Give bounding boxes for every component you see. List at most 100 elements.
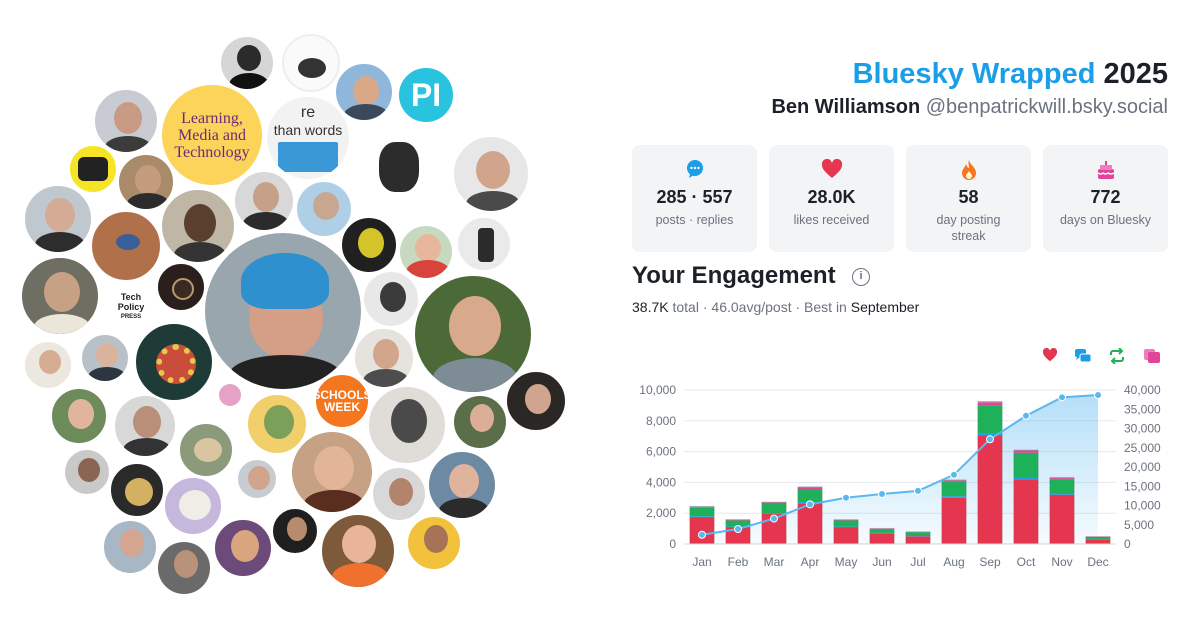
bar-segment bbox=[1013, 450, 1039, 453]
reply-icon[interactable] bbox=[1074, 348, 1092, 366]
stat-card-posts: 285 · 557 posts · replies bbox=[632, 145, 757, 252]
avatar[interactable] bbox=[156, 262, 206, 312]
avatar[interactable] bbox=[50, 387, 108, 445]
avatar[interactable] bbox=[271, 507, 319, 555]
bar-segment bbox=[941, 497, 967, 544]
cumulative-point bbox=[698, 530, 706, 539]
avatar[interactable] bbox=[505, 370, 567, 432]
bar-segment bbox=[905, 536, 931, 544]
avatar-robot[interactable] bbox=[68, 144, 118, 194]
heart-icon[interactable] bbox=[1041, 347, 1059, 366]
quote-icon[interactable] bbox=[1143, 348, 1161, 366]
y-tick-label-right: 0 bbox=[1124, 537, 1131, 551]
bar-segment bbox=[869, 533, 895, 544]
avatar[interactable] bbox=[156, 540, 212, 596]
engagement-summary: 38.7K total · 46.0avg/post · Best in Sep… bbox=[632, 299, 920, 315]
avatar[interactable] bbox=[320, 513, 396, 589]
avatar[interactable] bbox=[365, 128, 433, 216]
avatar[interactable] bbox=[109, 462, 165, 518]
bar-segment bbox=[689, 507, 715, 508]
avatar-logo-lmt[interactable]: Learning, Media and Technology bbox=[160, 83, 264, 187]
x-tick-label: May bbox=[835, 555, 858, 569]
x-tick-label: Jul bbox=[910, 555, 925, 569]
avatar[interactable] bbox=[90, 210, 162, 282]
avatar[interactable] bbox=[23, 184, 93, 254]
avatar[interactable] bbox=[367, 385, 447, 465]
stat-label: days on Bluesky bbox=[1059, 213, 1152, 227]
bar-segment bbox=[1085, 536, 1111, 540]
bar-segment bbox=[1049, 477, 1075, 479]
avatar-logo-pi[interactable]: PI bbox=[397, 66, 455, 124]
avatar[interactable] bbox=[113, 394, 177, 458]
avatar[interactable] bbox=[23, 340, 73, 390]
y-tick-label-right: 30,000 bbox=[1124, 422, 1161, 436]
repost-icon[interactable] bbox=[1108, 347, 1126, 366]
x-tick-label: Sep bbox=[979, 555, 1001, 569]
avatar[interactable] bbox=[452, 394, 508, 450]
bar-segment bbox=[797, 503, 823, 544]
avatar[interactable] bbox=[80, 333, 130, 383]
bar-segment bbox=[941, 496, 967, 498]
avatar[interactable] bbox=[233, 170, 295, 232]
y-tick-label-right: 25,000 bbox=[1124, 441, 1161, 455]
bar-segment bbox=[761, 503, 787, 514]
avatar-logo-schools-week[interactable]: SCHOOLS WEEK bbox=[314, 373, 370, 429]
x-tick-label: Aug bbox=[943, 555, 964, 569]
x-tick-label: Apr bbox=[801, 555, 820, 569]
avatar-main[interactable] bbox=[203, 231, 363, 391]
avatar[interactable] bbox=[20, 256, 100, 336]
avatar[interactable] bbox=[398, 224, 454, 280]
x-tick-label: Jun bbox=[872, 555, 891, 569]
avatar[interactable] bbox=[413, 274, 533, 394]
avatar-logo-more-than-words[interactable]: re than words bbox=[265, 95, 351, 181]
y-tick-label-right: 10,000 bbox=[1124, 499, 1161, 513]
avatar[interactable] bbox=[295, 180, 353, 238]
avatar[interactable] bbox=[340, 216, 398, 274]
info-icon[interactable]: i bbox=[852, 268, 870, 286]
avatar[interactable] bbox=[93, 88, 159, 154]
avatar[interactable] bbox=[334, 62, 394, 122]
avatar[interactable] bbox=[117, 153, 175, 211]
cumulative-point bbox=[1058, 393, 1066, 402]
avatar[interactable] bbox=[452, 135, 530, 213]
avatar[interactable] bbox=[246, 393, 308, 455]
x-tick-label: Feb bbox=[728, 555, 749, 569]
avatar[interactable] bbox=[219, 35, 275, 91]
y-tick-label-left: 6,000 bbox=[646, 445, 676, 459]
bar-segment bbox=[833, 520, 859, 527]
user-handle[interactable]: @benpatrickwill.bsky.social bbox=[925, 96, 1168, 118]
followers-avatar-cluster: PI Learning, Media and Technology re than… bbox=[20, 34, 567, 596]
avatar[interactable] bbox=[163, 476, 223, 536]
avatar-logo-tech-policy[interactable]: Tech Policy PRESS bbox=[104, 280, 158, 334]
avatar[interactable] bbox=[362, 270, 420, 328]
avatar[interactable] bbox=[371, 466, 427, 522]
x-tick-label: Nov bbox=[1051, 555, 1072, 569]
bar-segment bbox=[761, 502, 787, 504]
avatar[interactable] bbox=[282, 34, 340, 92]
avatar[interactable] bbox=[63, 448, 111, 496]
stat-value: 28.0K bbox=[807, 187, 856, 207]
avatar[interactable] bbox=[213, 518, 273, 578]
avatar[interactable] bbox=[353, 327, 415, 389]
bar-segment bbox=[725, 527, 751, 544]
bar-segment bbox=[977, 405, 1003, 434]
bar-segment bbox=[977, 435, 1003, 544]
bar-segment bbox=[689, 506, 715, 508]
chat-bubble-icon bbox=[632, 159, 757, 181]
bar-segment bbox=[1013, 452, 1039, 478]
avatar[interactable] bbox=[456, 216, 512, 272]
avatar[interactable] bbox=[134, 322, 214, 402]
avatar[interactable] bbox=[427, 450, 497, 520]
avatar[interactable] bbox=[160, 188, 236, 264]
avatar[interactable] bbox=[178, 422, 234, 478]
avatar[interactable] bbox=[406, 515, 462, 571]
bar-segment bbox=[977, 402, 1003, 406]
avatar[interactable] bbox=[205, 374, 251, 420]
avatar[interactable] bbox=[102, 519, 158, 575]
bar-segment bbox=[833, 527, 859, 544]
stat-label: likes received bbox=[793, 213, 870, 227]
cumulative-point bbox=[986, 435, 994, 444]
y-tick-label-left: 2,000 bbox=[646, 506, 676, 520]
avatar[interactable] bbox=[236, 458, 278, 500]
avatar[interactable] bbox=[290, 430, 374, 514]
